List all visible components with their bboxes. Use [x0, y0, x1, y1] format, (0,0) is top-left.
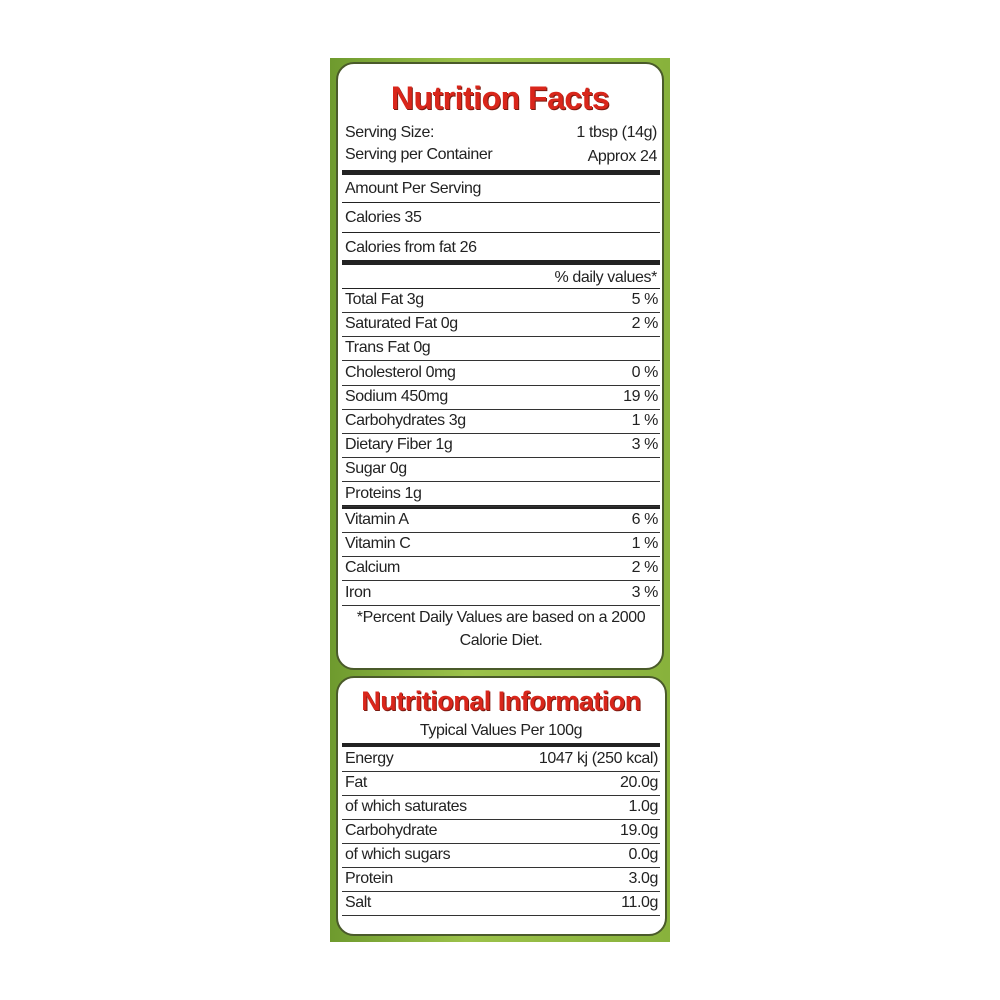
table-row: Proteins 1g	[342, 483, 660, 507]
footnote: *Percent Daily Values are based on a 200…	[356, 609, 646, 649]
info-title: Nutritional Information	[361, 686, 641, 716]
table-row: Protein 3.0g	[342, 868, 660, 892]
row-value: 1 %	[631, 535, 659, 553]
row-label: Proteins 1g	[345, 484, 422, 502]
serving-label: Serving Size:	[345, 124, 435, 141]
row-label: Protein	[345, 870, 393, 887]
row-value: 2 %	[631, 559, 659, 577]
table-row: Iron 3 %	[342, 582, 660, 606]
row-label: Iron	[345, 583, 371, 601]
table-row: Dietary Fiber 1g 3 %	[342, 434, 660, 459]
row-label: of which sugars	[345, 846, 451, 863]
table-row: Energy 1047 kj (250 kcal)	[342, 748, 660, 772]
table-row: Sugar 0g	[342, 458, 660, 483]
serving-value: Approx 24	[587, 148, 658, 165]
calories: Calories 35	[345, 209, 422, 226]
row-value: 6 %	[631, 511, 659, 528]
serving-value: 1 tbsp (14g)	[576, 124, 657, 141]
rule	[342, 170, 660, 175]
rule	[342, 232, 660, 233]
row-label: Sugar 0g	[345, 460, 407, 478]
table-row: of which sugars 0.0g	[342, 844, 660, 868]
row-value: 5 %	[631, 291, 659, 308]
table-row: of which saturates 1.0g	[342, 796, 660, 820]
table-row: Carbohydrates 3g 1 %	[342, 410, 660, 434]
rule	[342, 202, 660, 203]
row-label: Sodium 450mg	[345, 387, 448, 405]
row-label: Carbohydrate	[345, 822, 438, 839]
row-label: Saturated Fat 0g	[345, 315, 458, 333]
row-value: 3.0g	[628, 870, 658, 887]
table-row: Calcium 2 %	[342, 557, 660, 582]
row-label: Cholesterol 0mg	[345, 363, 456, 381]
table-row: Saturated Fat 0g 2 %	[342, 313, 660, 338]
calories-from-fat: Calories from fat 26	[345, 239, 477, 256]
facts-title: Nutrition Facts	[390, 80, 610, 116]
row-label: of which saturates	[345, 798, 467, 815]
row-value: 19 %	[623, 387, 658, 405]
info-subtitle: Typical Values Per 100g	[419, 722, 583, 739]
row-value: 3 %	[631, 436, 659, 454]
facts-panel	[336, 62, 664, 670]
table-row: Fat 20.0g	[342, 772, 660, 796]
row-value: 1 %	[631, 412, 659, 429]
row-label: Vitamin A	[345, 511, 409, 528]
row-label: Fat	[345, 774, 367, 791]
table-row: Cholesterol 0mg 0 %	[342, 362, 660, 386]
row-value: 0.0g	[628, 846, 658, 863]
row-value: 11.0g	[621, 894, 658, 911]
row-value: 1.0g	[628, 798, 658, 815]
rule	[342, 288, 660, 289]
row-value: 20.0g	[619, 774, 658, 791]
rule	[342, 505, 660, 509]
rule	[342, 743, 660, 747]
serving-label: Serving per Container	[345, 146, 493, 163]
rule	[342, 260, 660, 265]
table-row: Total Fat 3g 5 %	[342, 289, 660, 313]
row-value: 19.0g	[619, 822, 658, 839]
row-value: 2 %	[631, 315, 659, 333]
row-label: Total Fat 3g	[345, 291, 424, 308]
table-row: Trans Fat 0g	[342, 337, 660, 362]
amount-per-serving: Amount Per Serving	[345, 180, 481, 197]
row-label: Salt	[345, 894, 371, 911]
table-row: Carbohydrate 19.0g	[342, 820, 660, 844]
row-label: Vitamin C	[345, 535, 411, 553]
row-label: Dietary Fiber 1g	[345, 436, 453, 454]
row-label: Trans Fat 0g	[345, 339, 431, 357]
daily-values-header: % daily values*	[554, 269, 657, 286]
info-panel	[336, 676, 667, 936]
table-row: Sodium 450mg 19 %	[342, 386, 660, 410]
table-row: Vitamin C 1 %	[342, 533, 660, 558]
table-row: Salt 11.0g	[342, 892, 660, 916]
row-label: Carbohydrates 3g	[345, 412, 466, 429]
row-value: 0 %	[631, 363, 659, 381]
row-value: 1047 kj (250 kcal)	[538, 750, 658, 767]
row-value: 3 %	[631, 583, 659, 601]
table-row: Vitamin A 6 %	[342, 509, 660, 533]
row-label: Calcium	[345, 559, 400, 577]
row-label: Energy	[345, 750, 394, 767]
